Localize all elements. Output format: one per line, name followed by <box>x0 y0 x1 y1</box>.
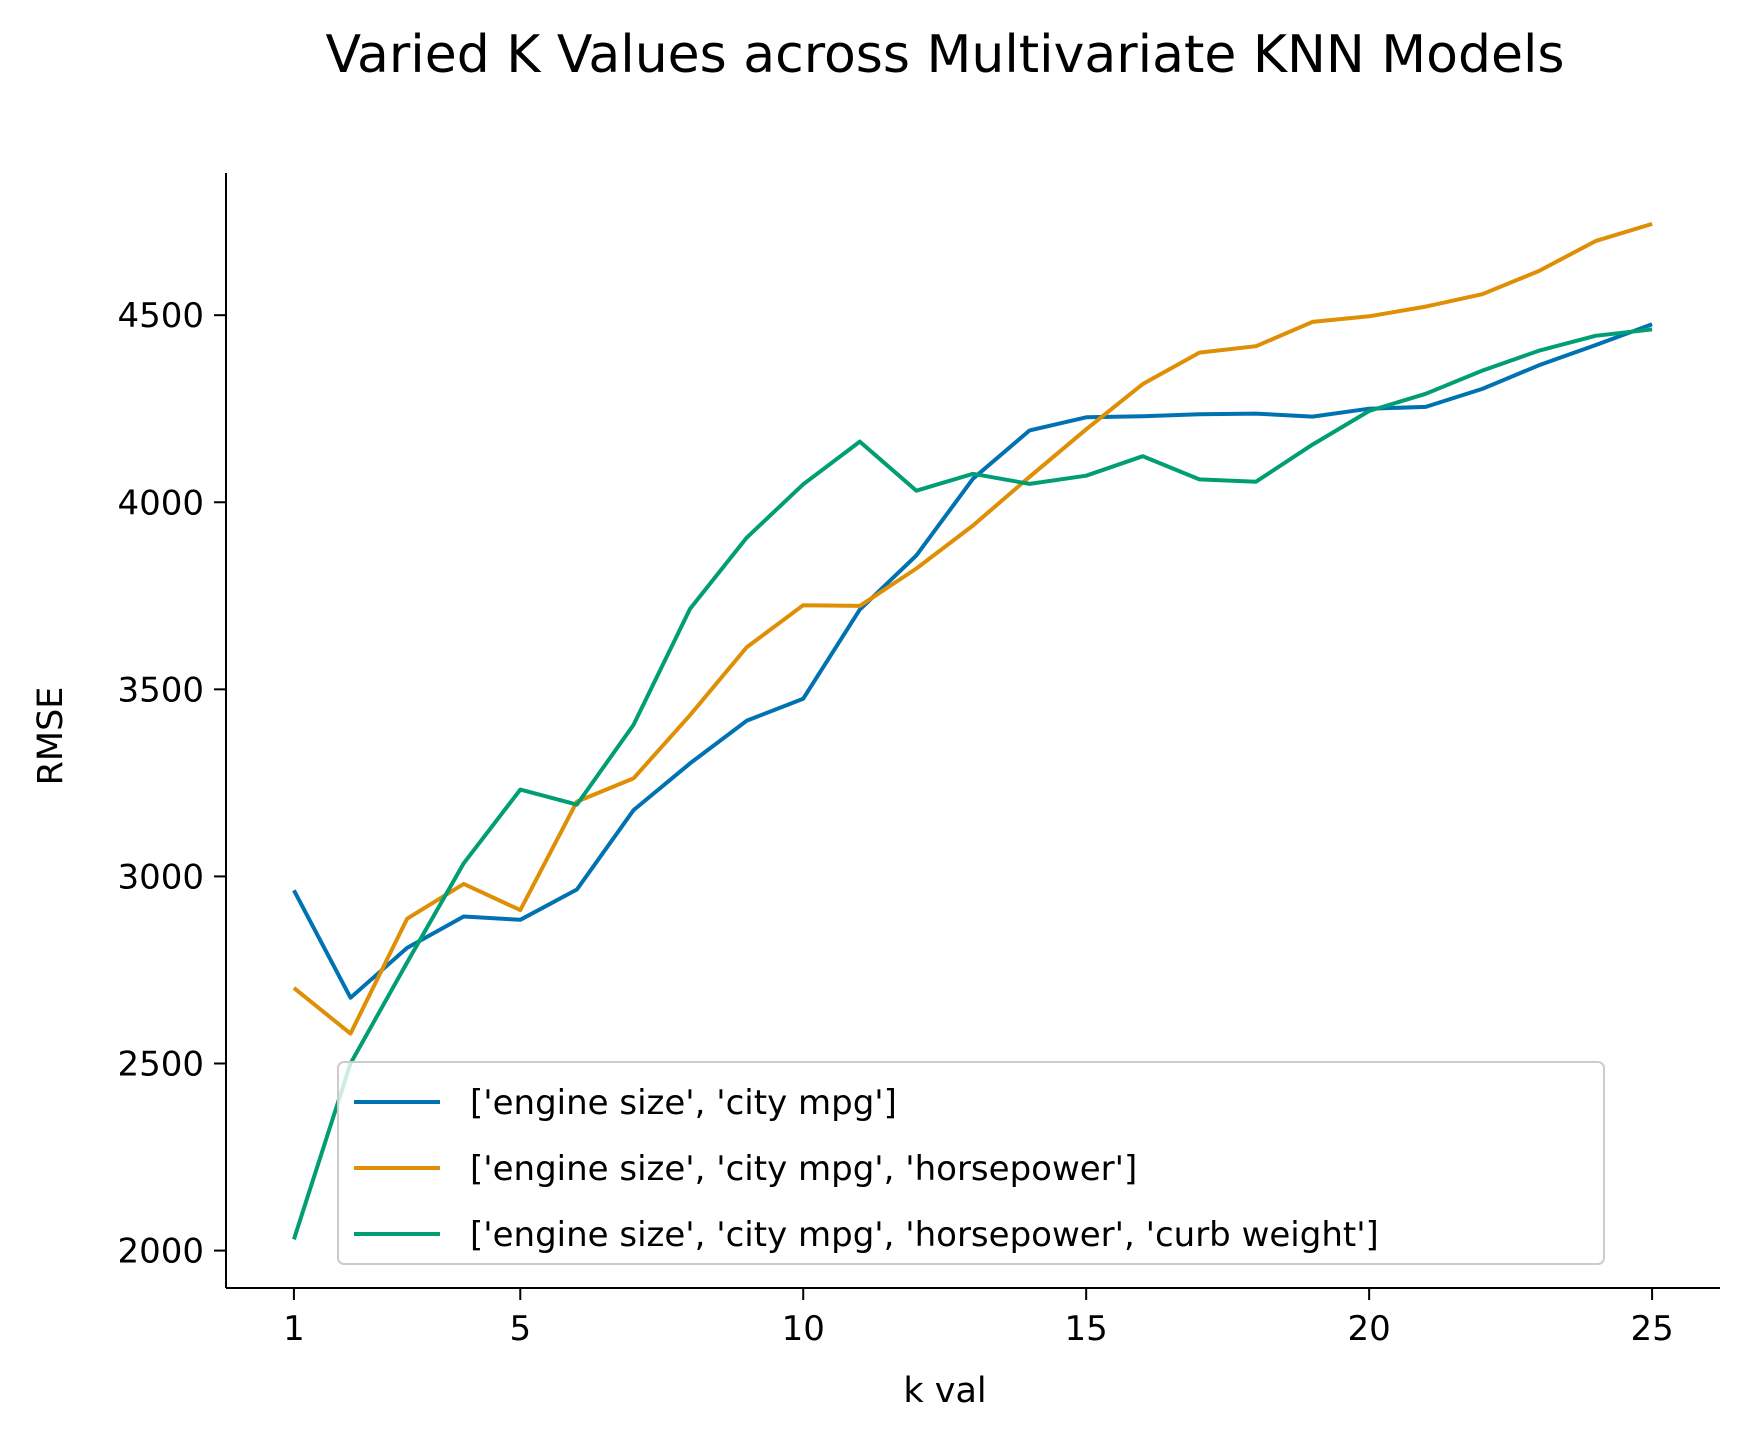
legend-items: ['engine size', 'city mpg'] ['engine size… <box>354 1083 1379 1255</box>
x-axis-ticks: 1 5 10 15 20 25 <box>283 1288 1674 1349</box>
y-tick-label: 4500 <box>117 296 204 336</box>
x-tick-label: 20 <box>1348 1309 1391 1349</box>
y-tick-label: 2500 <box>117 1045 204 1085</box>
legend-label-2: ['engine size', 'city mpg', 'horsepower'… <box>470 1149 1137 1189</box>
legend-box <box>337 1061 1605 1265</box>
series-line-2 <box>292 221 1653 1036</box>
x-tick-label: 1 <box>283 1309 305 1349</box>
x-tick-label: 15 <box>1065 1309 1108 1349</box>
y-tick-label: 3000 <box>117 857 204 897</box>
y-axis-ticks: 2000 2500 3000 3500 4000 4500 <box>117 296 226 1272</box>
series-line-3 <box>291 327 1653 1241</box>
x-tick-label: 10 <box>782 1309 825 1349</box>
y-tick-label: 2000 <box>117 1232 204 1272</box>
y-tick-label: 3500 <box>117 670 204 710</box>
x-axis-title: k val <box>903 1371 986 1411</box>
legend-label-1: ['engine size', 'city mpg'] <box>470 1083 897 1123</box>
y-tick-label: 4000 <box>117 483 204 523</box>
x-tick-label: 25 <box>1630 1309 1673 1349</box>
y-axis-title: RMSE <box>31 687 71 786</box>
legend: ['engine size', 'city mpg'] ['engine size… <box>337 1061 1605 1265</box>
x-tick-label: 5 <box>509 1309 531 1349</box>
series-lines <box>291 221 1653 1241</box>
legend-label-3: ['engine size', 'city mpg', 'horsepower'… <box>470 1215 1379 1255</box>
series-line-1 <box>292 322 1653 1000</box>
chart-title: Varied K Values across Multivariate KNN … <box>325 25 1564 85</box>
